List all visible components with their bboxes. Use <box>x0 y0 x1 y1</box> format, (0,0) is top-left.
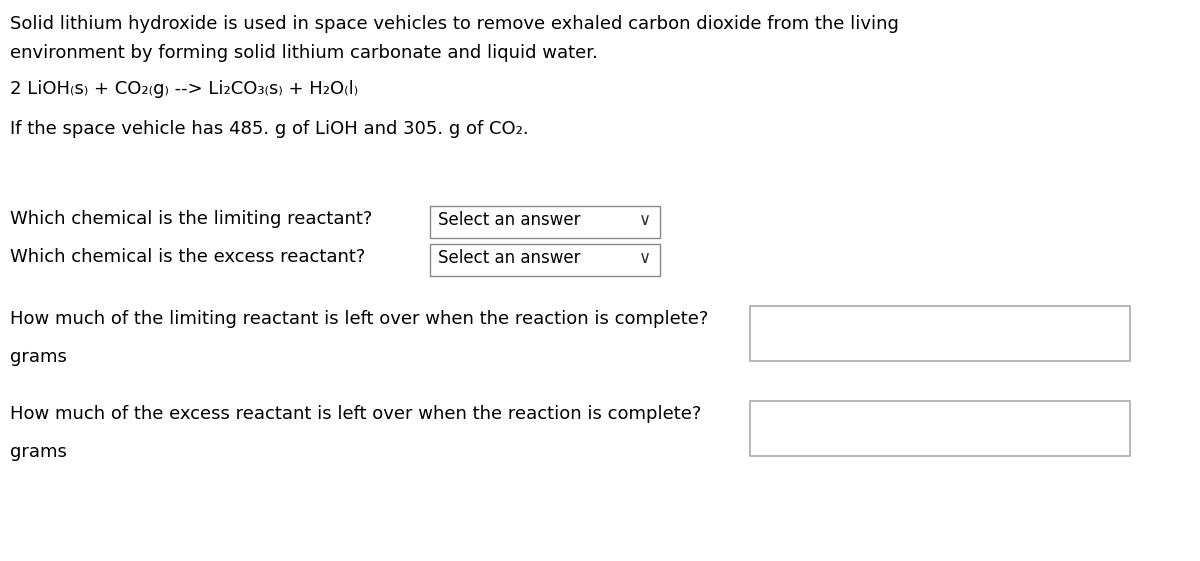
Text: How much of the limiting reactant is left over when the reaction is complete?: How much of the limiting reactant is lef… <box>10 310 708 328</box>
Text: environment by forming solid lithium carbonate and liquid water.: environment by forming solid lithium car… <box>10 44 598 62</box>
Text: grams: grams <box>10 443 67 461</box>
FancyBboxPatch shape <box>750 306 1130 361</box>
Text: Select an answer: Select an answer <box>438 211 581 229</box>
Text: ∨: ∨ <box>638 249 652 267</box>
FancyBboxPatch shape <box>430 244 660 276</box>
Text: Which chemical is the limiting reactant?: Which chemical is the limiting reactant? <box>10 210 372 228</box>
Text: If the space vehicle has 485. g of LiOH and 305. g of CO₂.: If the space vehicle has 485. g of LiOH … <box>10 120 529 138</box>
FancyBboxPatch shape <box>750 401 1130 456</box>
Text: 2 LiOH₍s₎ + CO₂₍g₎ --> Li₂CO₃₍s₎ + H₂O₍l₎: 2 LiOH₍s₎ + CO₂₍g₎ --> Li₂CO₃₍s₎ + H₂O₍l… <box>10 80 358 98</box>
Text: Select an answer: Select an answer <box>438 249 581 267</box>
Text: Which chemical is the excess reactant?: Which chemical is the excess reactant? <box>10 248 365 266</box>
Text: How much of the excess reactant is left over when the reaction is complete?: How much of the excess reactant is left … <box>10 405 701 423</box>
Text: grams: grams <box>10 348 67 366</box>
Text: ∨: ∨ <box>638 211 652 229</box>
Text: Solid lithium hydroxide is used in space vehicles to remove exhaled carbon dioxi: Solid lithium hydroxide is used in space… <box>10 15 899 33</box>
FancyBboxPatch shape <box>430 206 660 238</box>
